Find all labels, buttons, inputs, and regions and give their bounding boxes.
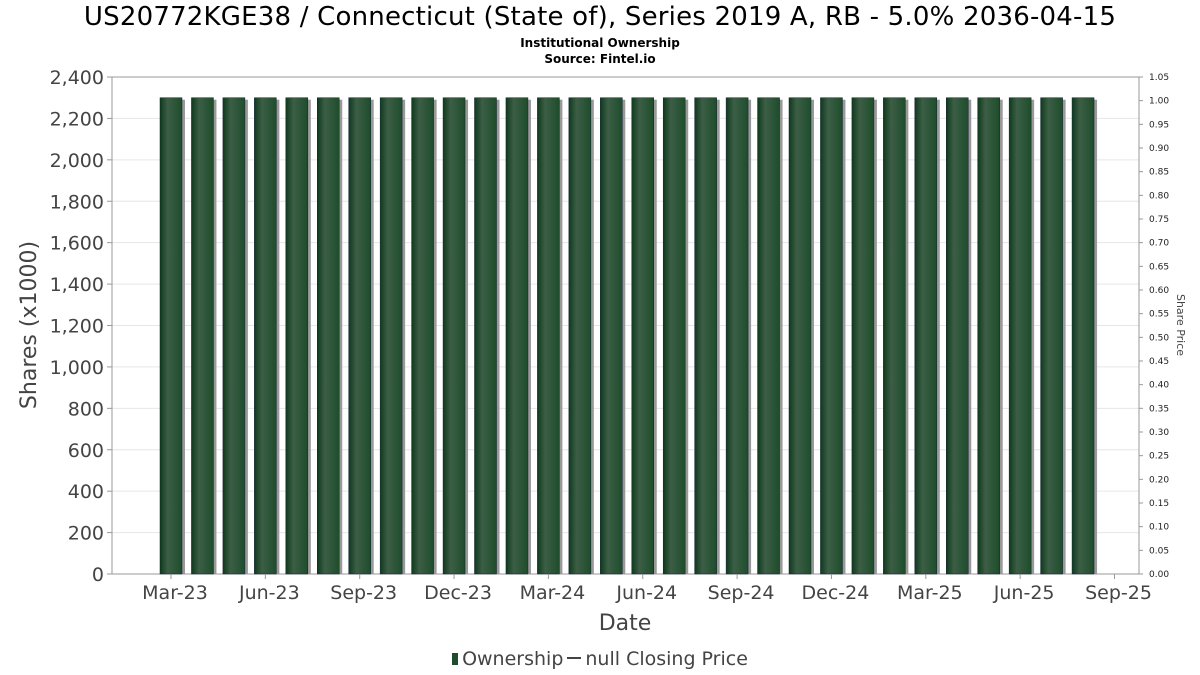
ownership-bar: [568, 97, 592, 575]
y-tick-label: 2,400: [50, 67, 104, 89]
y2-tick-label: 0.35: [1149, 404, 1169, 414]
price-legend-label: null Closing Price: [585, 648, 748, 670]
y2-tick-label: 0.40: [1149, 381, 1169, 391]
y2-tick-label: 0.70: [1149, 239, 1169, 249]
x-tick-label: Mar-25: [897, 582, 963, 604]
y-tick-label: 1,400: [50, 274, 104, 296]
y-tick-label: 1,200: [50, 316, 104, 338]
chart-subtitle: Institutional Ownership: [520, 36, 680, 50]
x-axis-ticks: Mar-23 Jun-23 Sep-23 Dec-23 Mar-24 Jun-24 Sep-…: [142, 574, 1152, 604]
left-axis-ticks: 0 200 400 600 800 1,000 1,200 1,400 1,600 1,800 2,…: [50, 67, 112, 586]
y2-tick-label: 1.05: [1149, 73, 1169, 83]
y-tick-label: 1,000: [50, 357, 104, 379]
ownership-bar: [914, 97, 938, 575]
y2-tick-label: 0.20: [1149, 475, 1169, 485]
y2-tick-label: 0.45: [1149, 357, 1169, 367]
y2-tick-label: 0.90: [1149, 144, 1169, 154]
ownership-bar: [851, 97, 875, 575]
ownership-bar: [662, 97, 686, 575]
y2-tick-label: 0.55: [1149, 310, 1169, 320]
x-tick-label: Jun-23: [238, 582, 300, 604]
y2-tick-label: 0.85: [1149, 168, 1169, 178]
y-tick-label: 1,800: [50, 191, 104, 213]
y2-tick-label: 0.00: [1149, 570, 1169, 580]
ownership-bar: [537, 97, 560, 575]
y2-tick-label: 0.80: [1149, 191, 1169, 201]
y2-tick-label: 1.00: [1149, 97, 1169, 107]
ownership-legend-label: Ownership: [462, 648, 564, 670]
ownership-bar: [1040, 97, 1063, 575]
y2-tick-label: 0.75: [1149, 215, 1169, 225]
ownership-bar: [600, 97, 623, 575]
ownership-legend-swatch: [452, 653, 459, 665]
ownership-bar: [191, 97, 214, 575]
x-tick-label: Sep-25: [1085, 582, 1152, 604]
ownership-bar: [159, 97, 183, 575]
ownership-bar: [474, 97, 497, 575]
x-tick-label: Jun-25: [993, 582, 1055, 604]
y2-tick-label: 0.10: [1149, 523, 1169, 533]
y-tick-label: 800: [68, 398, 104, 420]
ownership-bar: [694, 97, 717, 575]
legend: Ownership null Closing Price: [0, 648, 1200, 670]
ownership-bar: [977, 97, 1000, 575]
y2-tick-label: 0.05: [1149, 546, 1169, 556]
ownership-bar: [725, 97, 749, 575]
ownership-bar: [946, 97, 969, 575]
y-axis-label: Shares (x1000): [17, 241, 42, 409]
ownership-bar: [883, 97, 906, 575]
ownership-bar: [222, 97, 246, 575]
x-tick-label: Mar-23: [142, 582, 208, 604]
ownership-bar: [379, 97, 403, 575]
right-axis-ticks: 0.00 0.05 0.10 0.15 0.20 0.25 0.30 0.35 0.40 0.45…: [1139, 73, 1169, 580]
ownership-bar: [411, 97, 434, 575]
ownership-bar: [317, 97, 340, 575]
y2-tick-label: 0.25: [1149, 452, 1169, 462]
chart-title: US20772KGE38 / Connecticut (State of), S…: [83, 2, 1117, 32]
y2-tick-label: 0.50: [1149, 333, 1169, 343]
y-tick-label: 2,200: [50, 108, 104, 130]
ownership-bar: [631, 97, 654, 575]
bars: [159, 97, 1098, 575]
y2-tick-label: 0.65: [1149, 262, 1169, 272]
y2-tick-label: 0.95: [1149, 120, 1169, 130]
ownership-bar: [1008, 97, 1032, 575]
x-tick-label: Sep-23: [330, 582, 397, 604]
ownership-bar: [757, 97, 780, 575]
ownership-bar: [285, 97, 309, 575]
y-tick-label: 400: [68, 481, 104, 503]
y-tick-label: 2,000: [50, 150, 104, 172]
ownership-bar: [348, 97, 371, 575]
chart-source: Source: Fintel.io: [544, 52, 656, 66]
x-tick-label: Sep-24: [708, 582, 775, 604]
y2-tick-label: 0.15: [1149, 499, 1169, 509]
y-tick-label: 0: [92, 564, 104, 586]
x-tick-label: Dec-24: [802, 582, 870, 604]
y-tick-label: 200: [68, 523, 104, 545]
ownership-bar: [442, 97, 466, 575]
x-tick-label: Dec-23: [424, 582, 492, 604]
x-axis-label: Date: [599, 611, 652, 636]
y2-tick-label: 0.30: [1149, 428, 1169, 438]
ownership-bar: [254, 97, 277, 575]
y2-axis-label: Share Price: [1174, 294, 1187, 356]
ownership-bar: [820, 97, 843, 575]
y-tick-label: 1,600: [50, 233, 104, 255]
x-tick-label: Mar-24: [520, 582, 586, 604]
ownership-bar: [505, 97, 529, 575]
x-tick-label: Jun-24: [615, 582, 677, 604]
ownership-bar: [788, 97, 812, 575]
y2-tick-label: 0.60: [1149, 286, 1169, 296]
price-legend-line: [567, 657, 582, 659]
y-tick-label: 600: [68, 440, 104, 462]
ownership-bar: [1071, 97, 1095, 575]
